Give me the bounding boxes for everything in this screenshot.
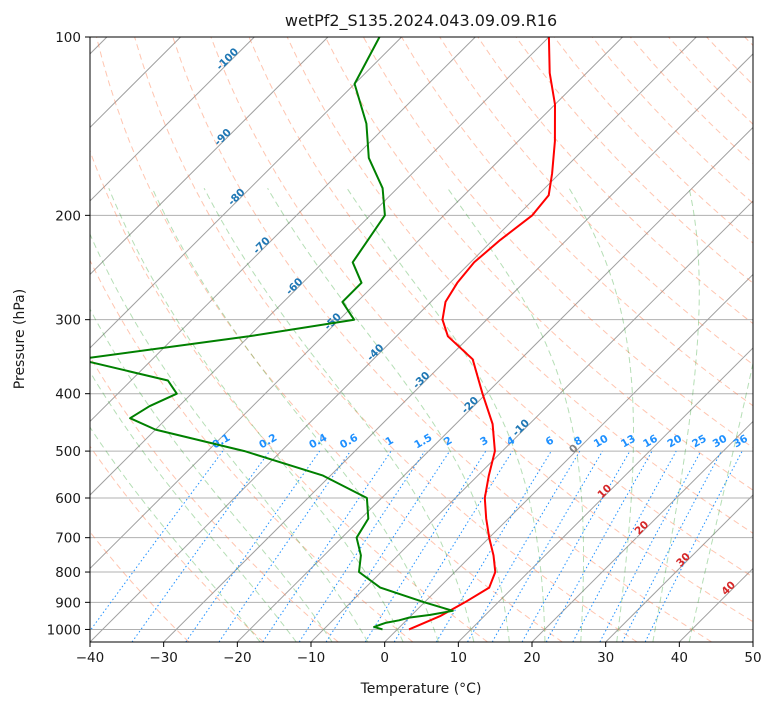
x-tick-label: 0 bbox=[380, 650, 389, 666]
y-tick-label: 400 bbox=[55, 387, 81, 403]
isotherm-line bbox=[457, 347, 753, 642]
x-tick-label: −30 bbox=[149, 650, 178, 666]
moist-adiabat-line bbox=[203, 187, 475, 642]
dry-adiabat-line bbox=[90, 355, 339, 642]
isotherm-line bbox=[163, 53, 753, 642]
dry-adiabat-line bbox=[96, 37, 563, 642]
mixing-ratio-line bbox=[131, 450, 271, 642]
mixing-ratio-line bbox=[262, 450, 392, 642]
mixing-ratio-line bbox=[545, 450, 653, 642]
mixing-ratio-line bbox=[218, 450, 351, 642]
isotherm-line bbox=[90, 37, 402, 349]
chart-title: wetPf2_S135.2024.043.09.09.R16 bbox=[285, 11, 557, 31]
isotherm-line bbox=[384, 273, 753, 642]
mixing-ratio-line bbox=[298, 450, 426, 642]
y-tick-label: 100 bbox=[55, 30, 81, 46]
moist-adiabat-line bbox=[90, 308, 333, 642]
mixing-ratio-line bbox=[521, 450, 631, 642]
isotherm-line bbox=[90, 37, 550, 496]
dry-adiabat-line bbox=[172, 37, 712, 642]
x-tick-label: −10 bbox=[297, 650, 326, 666]
moist-adiabat-line bbox=[108, 188, 404, 642]
moist-adiabat-line bbox=[688, 361, 753, 642]
x-tick-label: 10 bbox=[450, 650, 467, 666]
isotherm-line bbox=[90, 37, 476, 423]
mixing-ratio-line bbox=[325, 450, 451, 642]
y-tick-label: 1000 bbox=[47, 622, 81, 638]
mixing-ratio-line bbox=[90, 450, 224, 632]
mixing-ratio-line bbox=[185, 450, 321, 642]
isotherm-line bbox=[90, 37, 255, 202]
dry-adiabat-line bbox=[286, 37, 753, 534]
isotherm-line bbox=[310, 200, 753, 642]
y-tick-label: 500 bbox=[55, 444, 81, 460]
moist-adiabat-line bbox=[652, 188, 700, 642]
temperature-line bbox=[408, 37, 556, 631]
x-tick-label: 50 bbox=[744, 650, 761, 666]
mixing-ratio-line bbox=[644, 450, 743, 642]
mixing-ratio-line bbox=[572, 450, 677, 642]
y-tick-label: 900 bbox=[55, 595, 81, 611]
x-axis-label: Temperature (°C) bbox=[360, 681, 482, 697]
dry-adiabat-line bbox=[248, 37, 753, 578]
dry-adiabat-line bbox=[90, 445, 264, 642]
isotherm-line bbox=[531, 420, 753, 642]
isotherm-line bbox=[90, 37, 697, 642]
isotherm-line bbox=[90, 37, 329, 276]
dry-adiabat-line bbox=[515, 37, 753, 284]
dry-adiabat-line bbox=[477, 37, 753, 325]
moist-adiabat-line bbox=[568, 187, 634, 642]
dewpoint-line bbox=[90, 37, 454, 631]
y-tick-label: 800 bbox=[55, 565, 81, 581]
x-tick-label: 30 bbox=[597, 650, 614, 666]
y-tick-label: 200 bbox=[55, 208, 81, 224]
dry-adiabat-line bbox=[90, 259, 414, 642]
y-tick-label: 700 bbox=[55, 531, 81, 547]
plot-frame bbox=[89, 36, 754, 643]
isotherm-line bbox=[605, 494, 753, 642]
moist-adiabat-line bbox=[90, 232, 369, 642]
x-tick-label: 20 bbox=[523, 650, 540, 666]
mixing-ratio-line bbox=[364, 450, 487, 642]
x-tick-label: −40 bbox=[76, 650, 105, 666]
y-tick-label: 600 bbox=[55, 491, 81, 507]
dry-adiabat-line bbox=[324, 37, 753, 491]
y-tick-label: 300 bbox=[55, 313, 81, 329]
dry-adiabat-line bbox=[134, 37, 638, 642]
y-axis-label: Pressure (hPa) bbox=[12, 289, 28, 389]
isotherm-line bbox=[90, 37, 623, 570]
x-tick-label: −20 bbox=[223, 650, 252, 666]
x-tick-label: 40 bbox=[671, 650, 688, 666]
dry-adiabat-line bbox=[210, 37, 753, 623]
axis-ticks: −40 −30 −20 −10 0 10 20 30 40 50 100 200 300 400 500 60… bbox=[47, 30, 762, 666]
moist-adiabat-line bbox=[267, 187, 510, 642]
isotherm-line bbox=[236, 126, 753, 642]
